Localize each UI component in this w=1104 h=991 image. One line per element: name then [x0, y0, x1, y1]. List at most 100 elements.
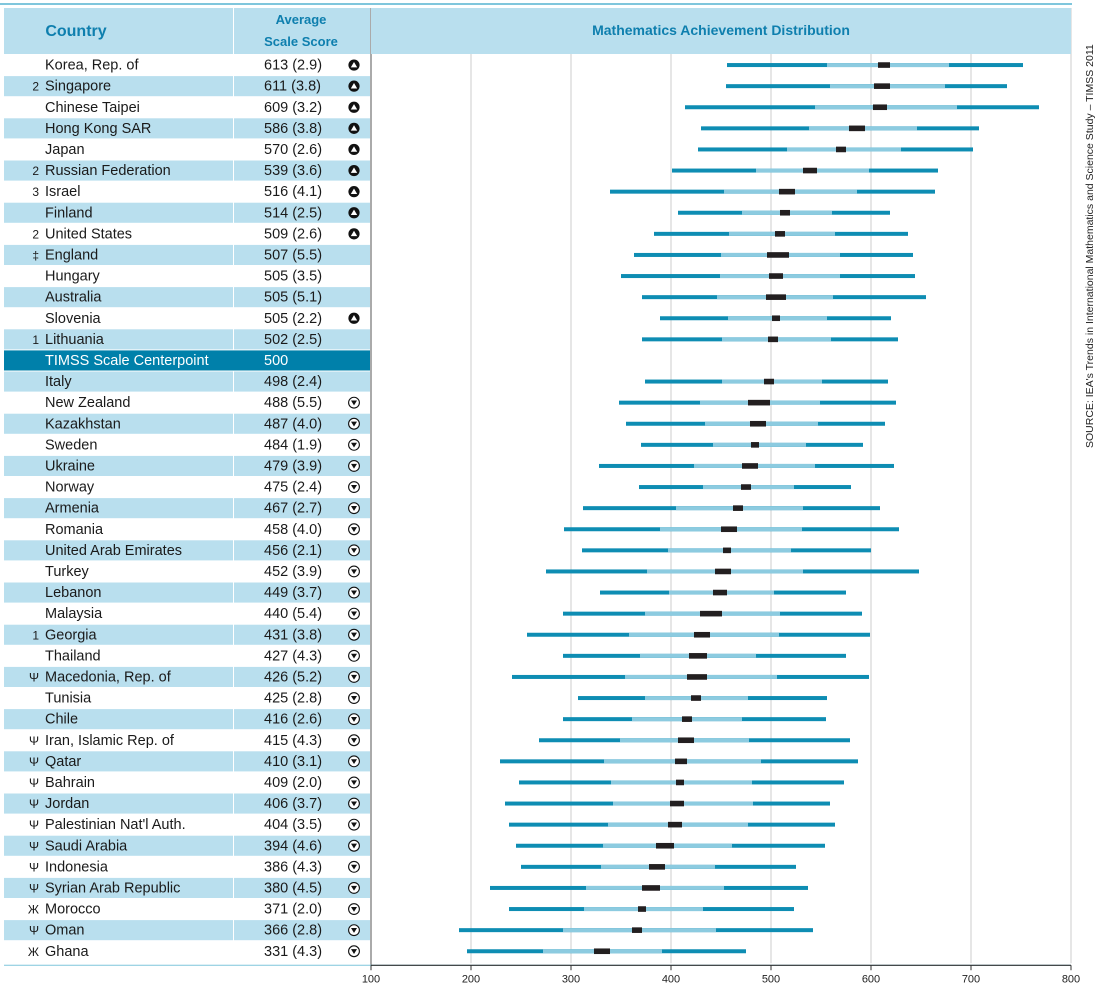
table-row: Norway 475 (2.4) [45, 480, 360, 496]
mean-ci-box [849, 125, 865, 132]
tick-label: 500 [762, 973, 780, 985]
mean-ci-box [769, 273, 783, 279]
down-triangle-glyph [351, 695, 357, 701]
score-header-line2: Scale Score [264, 34, 338, 49]
row-bg-score [234, 455, 370, 476]
down-triangle-glyph [351, 674, 357, 680]
country-rows: Korea, Rep. of 613 (2.9) 2 Singapore 611 (3.… [28, 58, 360, 960]
country-name: Hungary [45, 269, 101, 285]
mean-ci-box [675, 758, 687, 765]
tick-label: 700 [962, 973, 980, 985]
score-value: 498 (2.4) [264, 374, 322, 390]
mean-ci-box [682, 716, 692, 722]
score-header-bg [234, 8, 370, 54]
country-name: Singapore [45, 79, 111, 95]
row-note: Ψ [29, 818, 39, 832]
row-bg-country [4, 835, 233, 856]
mean-ci-box [678, 737, 694, 744]
score-value: 394 (4.6) [264, 838, 322, 854]
country-name: United States [45, 226, 132, 242]
row-bg-score [234, 413, 370, 434]
country-name: Jordan [45, 796, 89, 812]
row-bg-score [234, 540, 370, 561]
row-bg-country [4, 582, 233, 603]
row-bg-country [4, 118, 233, 139]
tick-label: 800 [1062, 973, 1080, 985]
row-bg-score [234, 920, 370, 941]
table-row: New Zealand 488 (5.5) [45, 395, 360, 411]
country-name: Tunisia [45, 691, 92, 707]
row-bg-country [4, 76, 233, 97]
row-bg-country [4, 455, 233, 476]
score-value: 516 (4.1) [264, 184, 322, 200]
table-row: Ψ Bahrain 409 (2.0) [29, 775, 360, 791]
score-value: 426 (5.2) [264, 669, 322, 685]
mean-ci-box [723, 547, 731, 554]
row-bg-score [234, 835, 370, 856]
table-row: Ψ Oman 366 (2.8) [29, 923, 360, 939]
country-name: New Zealand [45, 395, 130, 411]
row-bg-score [234, 793, 370, 814]
score-value: 509 (2.6) [264, 226, 322, 242]
table-row: Ж Ghana 331 (4.3) [28, 944, 360, 960]
score-value: 440 (5.4) [264, 606, 322, 622]
country-name: Ukraine [45, 458, 95, 474]
score-value: 409 (2.0) [264, 775, 322, 791]
row-bg-score [234, 244, 370, 265]
score-value: 514 (2.5) [264, 205, 322, 221]
score-value: 380 (4.5) [264, 880, 322, 896]
score-value: 500 [264, 353, 288, 369]
up-triangle-glyph [350, 104, 358, 110]
score-value: 371 (2.0) [264, 902, 322, 918]
down-triangle-glyph [351, 822, 357, 828]
mean-ci-box [764, 378, 774, 385]
table-row: Slovenia 505 (2.2) [45, 311, 360, 327]
score-value: 611 (3.8) [264, 79, 321, 95]
row-note: 2 [32, 164, 39, 178]
mean-ci-box [642, 885, 660, 891]
table-row: Kazakhstan 487 (4.0) [45, 416, 360, 432]
country-name: Qatar [45, 754, 81, 770]
country-name: United Arab Emirates [45, 543, 182, 559]
country-name: Hong Kong SAR [45, 121, 151, 137]
table-row: Ψ Indonesia 386 (4.3) [29, 859, 360, 875]
table-row: 2 United States 509 (2.6) [32, 226, 360, 242]
mean-ci-box [649, 864, 665, 870]
score-value: 502 (2.5) [264, 332, 322, 348]
row-bg-score [234, 624, 370, 645]
row-note: Ψ [29, 924, 39, 938]
row-note: Ψ [29, 734, 39, 748]
row-bg-score [234, 709, 370, 730]
source-note: SOURCE: IEA's Trends in International Ma… [1084, 8, 1096, 448]
down-triangle-glyph [351, 780, 357, 786]
centerpoint-row-bg [4, 350, 370, 371]
mean-ci-box [779, 188, 795, 195]
table-row: Australia 505 (5.1) [45, 290, 322, 306]
down-triangle-glyph [351, 928, 357, 933]
score-value: 475 (2.4) [264, 480, 322, 496]
mean-ci-box [751, 442, 759, 448]
down-triangle-glyph [351, 569, 357, 575]
row-note: Ψ [29, 797, 39, 811]
table-row: United Arab Emirates 456 (2.1) [45, 543, 360, 559]
row-bg-score [234, 287, 370, 308]
country-name: Macedonia, Rep. of [45, 669, 172, 685]
score-value: 539 (3.6) [264, 163, 322, 179]
tick-label: 100 [362, 973, 380, 985]
row-note: 1 [32, 628, 39, 642]
table-row: 2 Russian Federation 539 (3.6) [32, 163, 360, 179]
up-triangle-glyph [350, 61, 358, 68]
row-bg-country [4, 329, 233, 350]
row-bg-country [4, 244, 233, 265]
up-triangle-glyph [350, 167, 358, 173]
mean-ci-box [748, 399, 770, 406]
table-row: Armenia 467 (2.7) [45, 501, 360, 517]
score-value: 415 (4.3) [264, 733, 322, 749]
country-name: Korea, Rep. of [45, 58, 139, 74]
country-name: Romania [45, 522, 104, 538]
country-name: Morocco [45, 902, 101, 918]
country-name: Chinese Taipei [45, 100, 140, 116]
down-triangle-glyph [351, 717, 357, 722]
tick-label: 300 [562, 973, 580, 985]
distribution-bars [459, 62, 1039, 955]
